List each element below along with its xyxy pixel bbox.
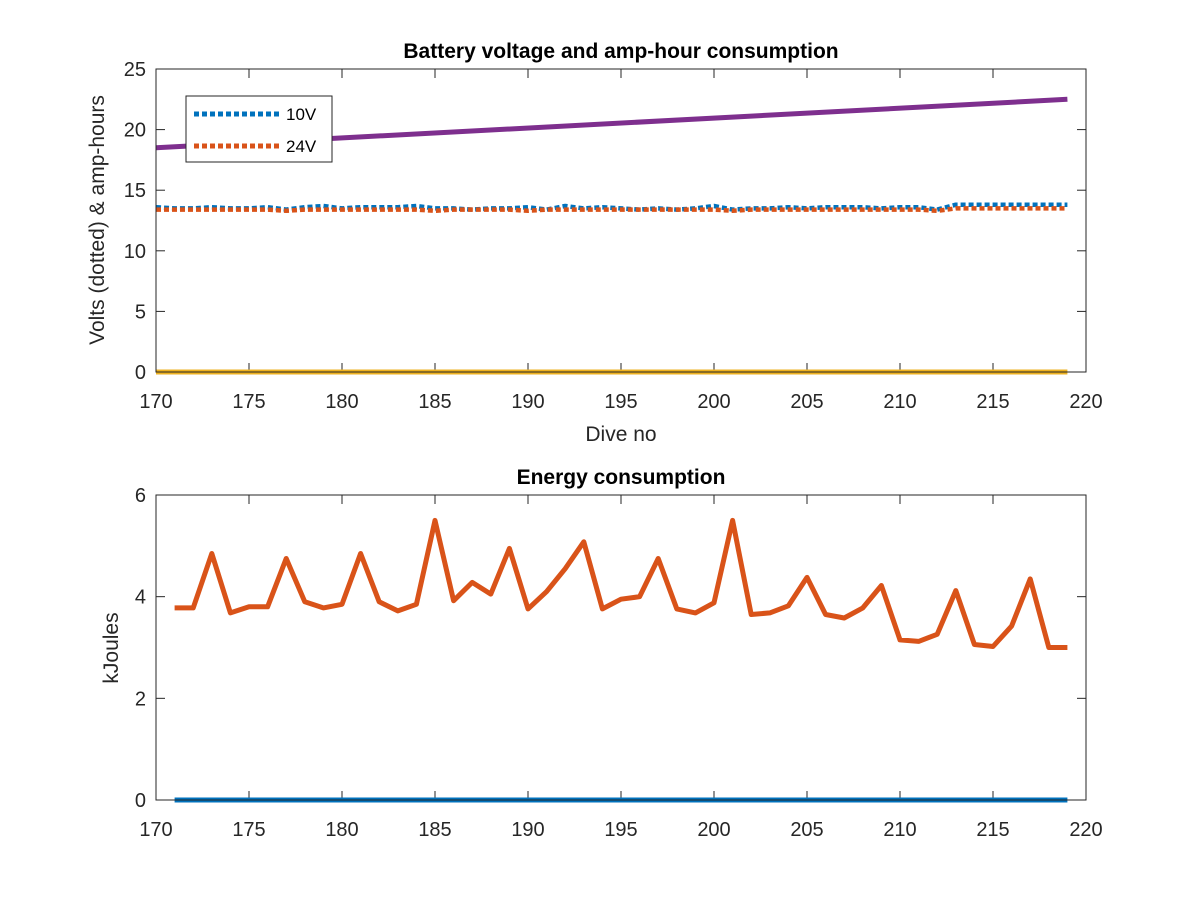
voltage-x-tick-label: 200	[697, 391, 730, 413]
legend: 10V 24V	[185, 95, 333, 163]
energy-y-tick-label: 2	[135, 688, 146, 710]
voltage-x-tick-label: 185	[418, 391, 451, 413]
energy-x-tick-label: 190	[511, 819, 544, 841]
energy-x-tick-label: 220	[1069, 819, 1102, 841]
energy-x-tick-label: 185	[418, 819, 451, 841]
voltage-x-tick-label: 205	[790, 391, 823, 413]
energy-x-tick-label: 215	[976, 819, 1009, 841]
voltage-axes-box	[155, 68, 1087, 373]
energy-series-line-1	[174, 517, 1068, 650]
energy-x-tick-label: 205	[790, 819, 823, 841]
legend-label-10v: 10V	[286, 105, 317, 124]
voltage-x-tick-label: 190	[511, 391, 544, 413]
voltage-x-tick-label: 220	[1069, 391, 1102, 413]
energy-y-tick-label: 4	[135, 587, 146, 609]
energy-plot-area	[156, 495, 1086, 800]
energy-x-tick-label: 175	[232, 819, 265, 841]
legend-label-24v: 24V	[286, 137, 317, 156]
voltage-x-tick-label: 215	[976, 391, 1009, 413]
energy-axes-box	[155, 494, 1087, 801]
energy-chart-title: Energy consumption	[517, 466, 726, 489]
energy-x-tick-label: 210	[883, 819, 916, 841]
voltage-x-tick-label: 210	[883, 391, 916, 413]
legend-box	[185, 95, 333, 163]
energy-x-tick-label: 200	[697, 819, 730, 841]
voltage-y-tick-label: 25	[124, 59, 146, 81]
energy-x-tick-label: 195	[604, 819, 637, 841]
energy-y-tick-label: 0	[135, 790, 146, 812]
voltage-y-tick-label: 5	[135, 301, 146, 323]
energy-y-tick-label: 6	[135, 485, 146, 507]
voltage-y-tick-label: 10	[124, 241, 146, 263]
voltage-x-tick-label: 170	[139, 391, 172, 413]
voltage-chart: Battery voltage and amp-hour consumption…	[86, 40, 1103, 446]
voltage-y-tick-label: 0	[135, 362, 146, 384]
energy-ticks: 170 175 180 185 190 195 200 205 210 215 220 0 2 4 6	[135, 485, 1103, 841]
voltage-x-axis-label: Dive no	[585, 423, 656, 446]
voltage-series-line-0	[155, 202, 1068, 212]
voltage-y-tick-label: 15	[124, 180, 146, 202]
voltage-chart-title: Battery voltage and amp-hour consumption	[403, 40, 838, 63]
voltage-x-tick-label: 180	[325, 391, 358, 413]
energy-y-axis-label: kJoules	[100, 612, 123, 683]
voltage-y-axis-label: Volts (dotted) & amp-hours	[86, 95, 109, 345]
energy-x-tick-label: 170	[139, 819, 172, 841]
energy-chart: Energy consumption kJoules 170 175 180 185 1…	[100, 466, 1103, 841]
voltage-x-tick-label: 195	[604, 391, 637, 413]
voltage-ticks: 170 175 180 185 190 195 200 205 210 215 220 0 5 10 15 2…	[124, 59, 1103, 413]
voltage-y-tick-label: 20	[124, 120, 146, 142]
energy-x-tick-label: 180	[325, 819, 358, 841]
voltage-x-tick-label: 175	[232, 391, 265, 413]
